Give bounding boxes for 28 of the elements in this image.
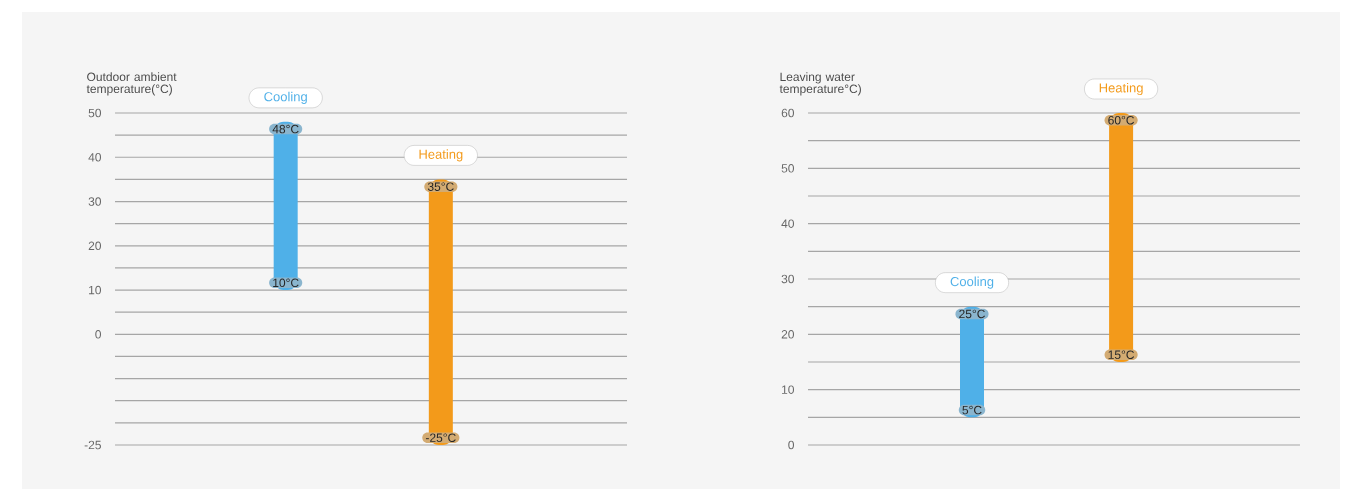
y-tick-label: -25 <box>84 440 101 450</box>
x-tick-label: Heating <box>1099 82 1143 96</box>
y-tick-label: 50 <box>88 108 102 118</box>
y-tick-label: 20 <box>88 241 102 251</box>
annotation: 48°C <box>272 124 299 134</box>
annotation: 25°C <box>959 309 985 319</box>
annotation: 5°C <box>962 405 982 415</box>
y-tick-label: 40 <box>781 219 795 228</box>
y-axis-title: Leaving water temperature°C) <box>779 72 861 96</box>
y-tick-label: 60 <box>781 108 795 118</box>
annotation: -25°C <box>425 433 456 442</box>
y-tick-label: 0 <box>95 330 102 339</box>
x-tick-label: Cooling <box>950 276 994 289</box>
y-tick-label: 10 <box>89 285 102 295</box>
x-tick-label: Cooling <box>264 91 307 104</box>
y-tick-label: 50 <box>781 164 795 173</box>
y-tick-label: 30 <box>88 197 102 206</box>
annotation: 10°C <box>273 278 299 288</box>
y-tick-label: 40 <box>88 153 102 162</box>
y-axis-title: Outdoor ambient temperature(°C) <box>86 72 177 96</box>
y-tick-label: 20 <box>781 330 795 339</box>
y-tick-label: 30 <box>781 274 795 284</box>
annotation: 35°C <box>427 182 454 191</box>
y-tick-label: 0 <box>788 440 795 450</box>
y-tick-label: 10 <box>782 385 795 394</box>
x-tick-label: Heating <box>419 149 463 162</box>
annotation: 15°C <box>1108 350 1135 359</box>
annotation: 60°C <box>1108 116 1135 125</box>
